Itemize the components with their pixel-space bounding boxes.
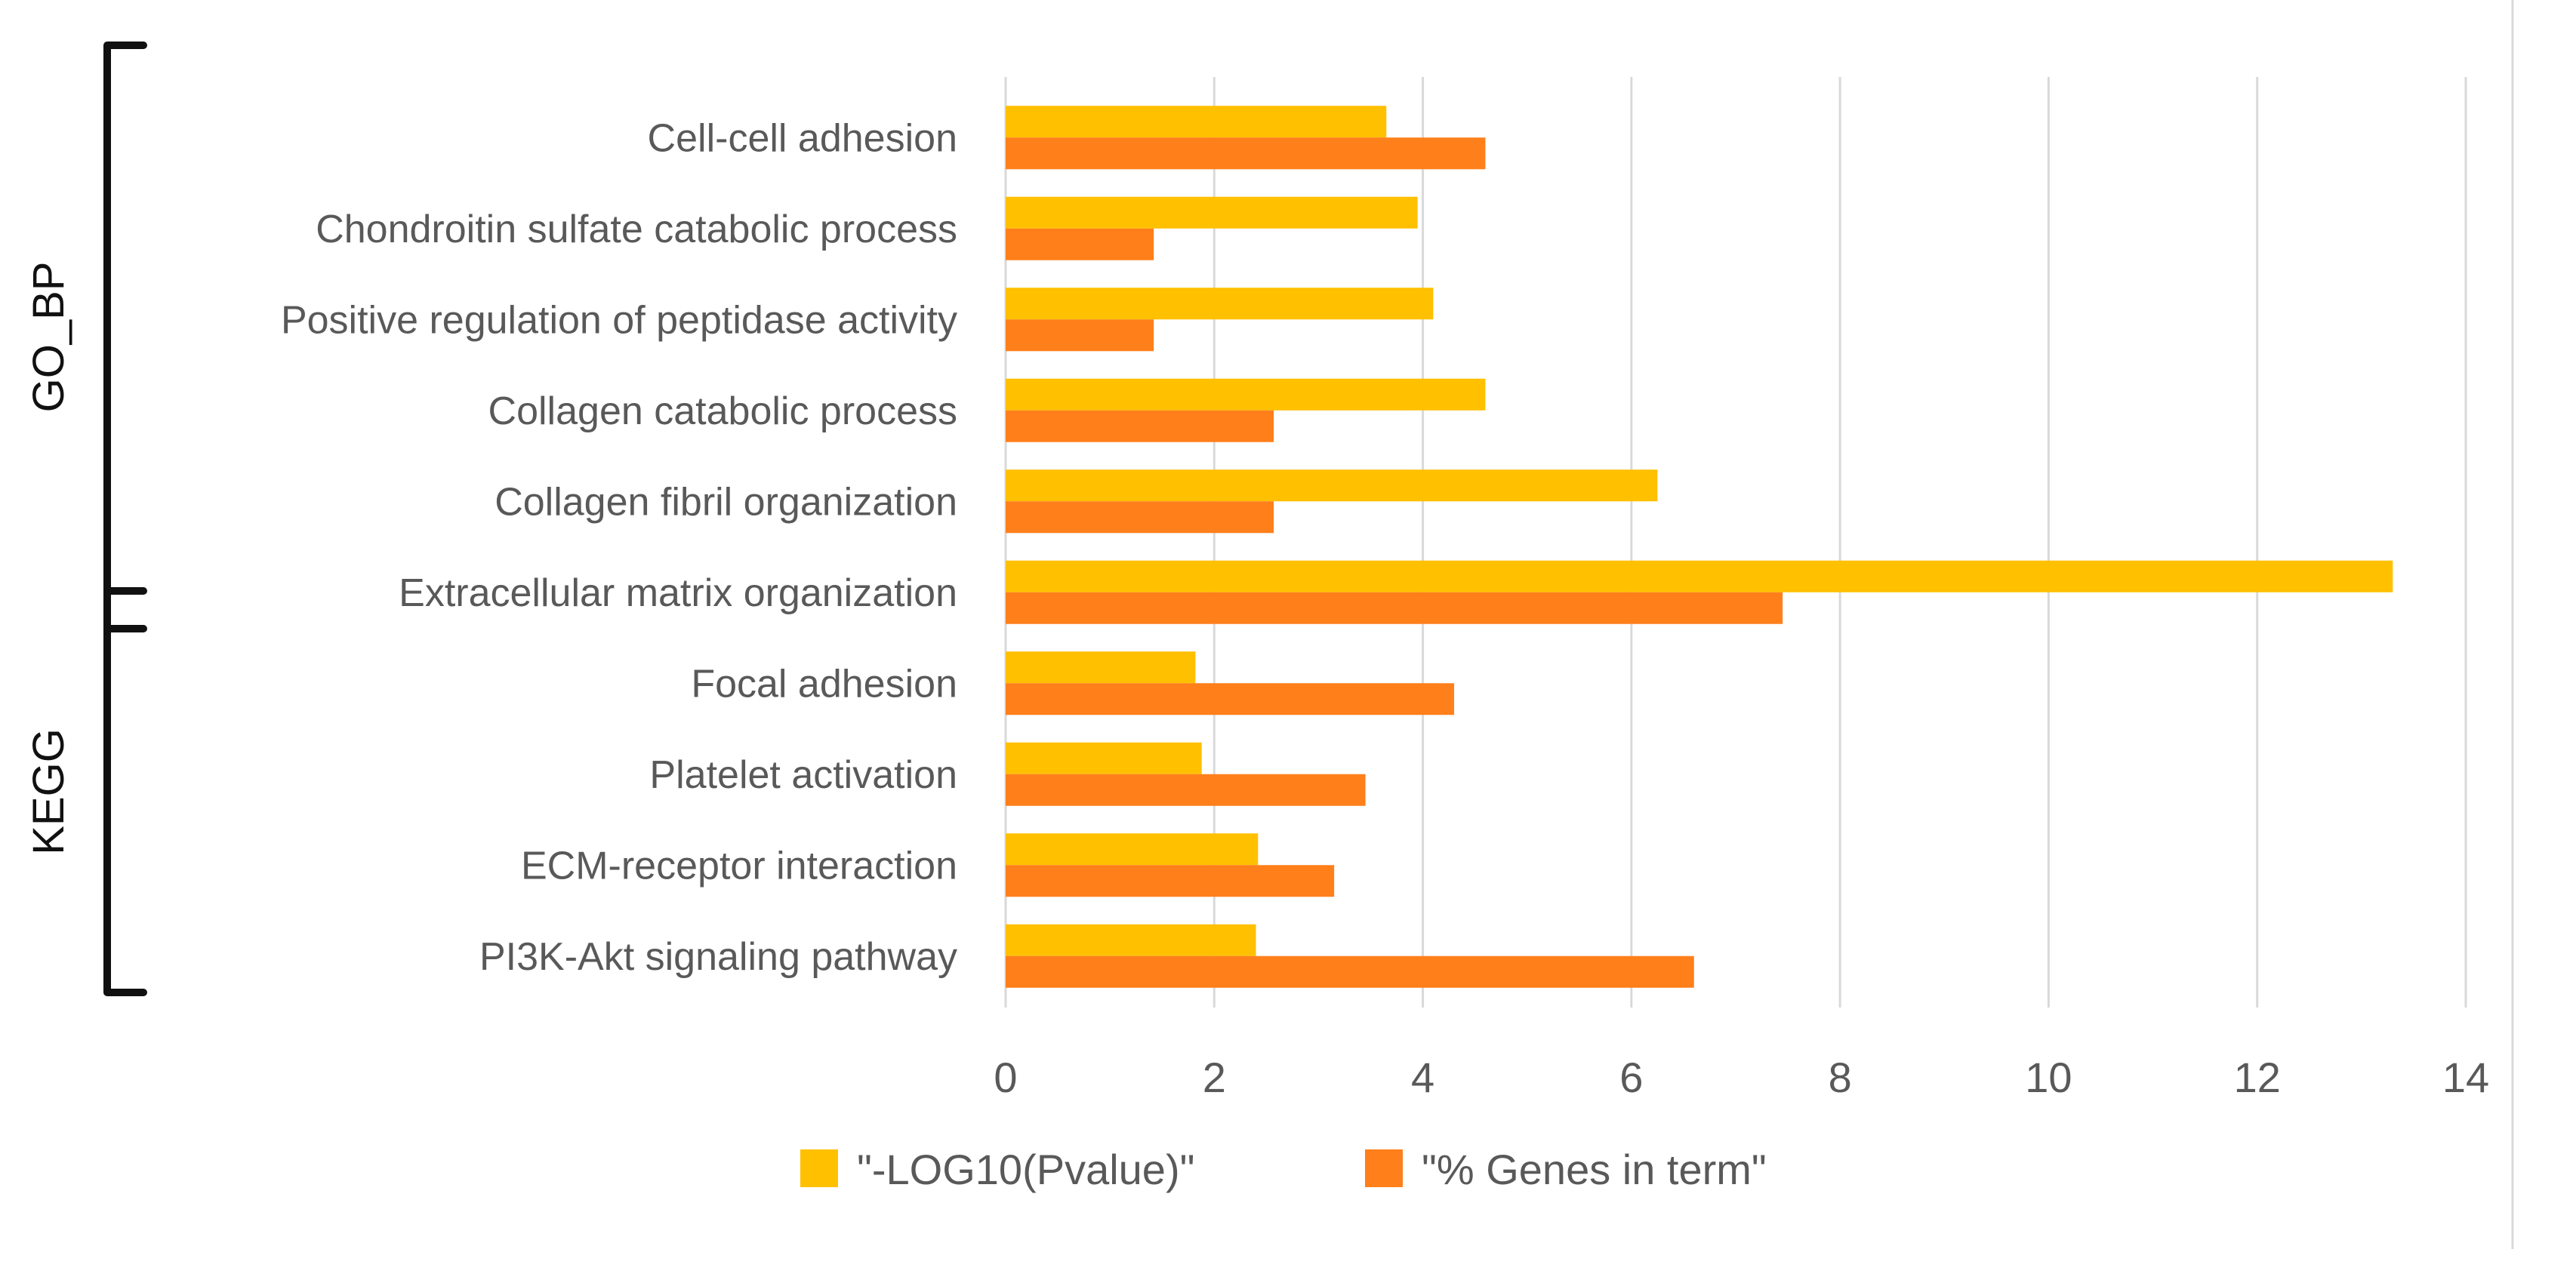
bar (1006, 560, 2393, 592)
bar (1006, 228, 1154, 260)
legend-swatch (800, 1149, 838, 1187)
category-label: Collagen catabolic process (488, 389, 957, 433)
category-label: ECM-receptor interaction (521, 844, 957, 888)
legend-label: "-LOG10(Pvalue)" (857, 1146, 1194, 1193)
category-label: Cell-cell adhesion (648, 116, 957, 160)
legend: "-LOG10(Pvalue)" "% Genes in term" (800, 1146, 1767, 1193)
bar (1006, 774, 1366, 806)
category-label: PI3K-Akt signaling pathway (479, 935, 957, 979)
bar (1006, 106, 1387, 138)
bar (1006, 651, 1196, 684)
category-labels: Cell-cell adhesion Chondroitin sulfate ca… (281, 116, 957, 979)
group-label: GO_BP (24, 262, 73, 413)
x-tick-label: 8 (1829, 1054, 1852, 1101)
x-tick-label: 10 (2025, 1054, 2072, 1101)
bar (1006, 196, 1418, 229)
bar (1006, 742, 1202, 774)
bar (1006, 833, 1259, 866)
group-bracket (103, 587, 147, 996)
bar (1006, 683, 1455, 715)
x-tick-label: 12 (2234, 1054, 2281, 1101)
bar (1006, 410, 1274, 442)
x-tick-label: 2 (1203, 1054, 1226, 1101)
legend-label: "% Genes in term" (1422, 1146, 1767, 1193)
gridlines (1004, 77, 2467, 1008)
bar (1006, 501, 1274, 534)
legend-swatch (1365, 1149, 1403, 1187)
x-tick-label: 4 (1411, 1054, 1434, 1101)
group-brackets: GO_BP KEGG (24, 42, 147, 996)
bar (1006, 469, 1658, 502)
category-label: Chondroitin sulfate catabolic process (316, 208, 957, 251)
x-tick-label: 0 (994, 1054, 1017, 1101)
x-tick-label: 6 (1619, 1054, 1643, 1101)
bar (1006, 137, 1486, 170)
bar (1006, 378, 1486, 411)
category-label: Collagen fibril organization (495, 480, 957, 524)
bars (1006, 106, 2393, 988)
bar (1006, 288, 1434, 320)
bar (1006, 592, 1783, 624)
bar (1006, 924, 1256, 956)
category-label: Platelet activation (649, 753, 957, 797)
group-label: KEGG (24, 728, 73, 855)
category-label: Focal adhesion (691, 662, 957, 706)
category-label: Positive regulation of peptidase activit… (281, 298, 957, 342)
group-bracket (103, 42, 147, 632)
bar (1006, 865, 1335, 897)
bar (1006, 319, 1154, 352)
bar (1006, 955, 1694, 988)
category-label: Extracellular matrix organization (399, 571, 957, 615)
x-tick-label: 14 (2442, 1054, 2489, 1101)
x-axis-ticks: 0 2 4 6 8 10 12 14 (994, 1054, 2489, 1101)
